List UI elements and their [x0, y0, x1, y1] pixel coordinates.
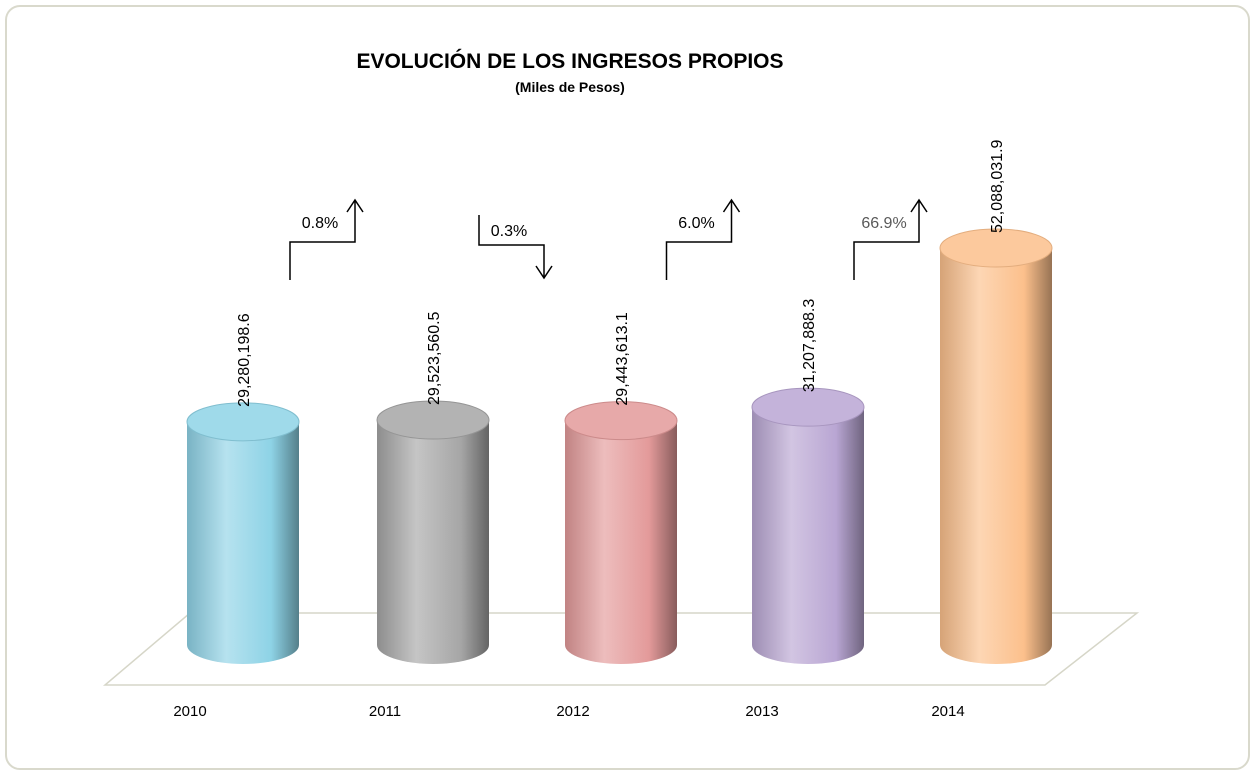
- value-label: 31,207,888.3: [801, 299, 818, 393]
- bar-top: [186, 402, 300, 442]
- change-arrow: [289, 198, 364, 280]
- x-tick-label: 2012: [556, 703, 589, 720]
- value-label: 29,443,613.1: [614, 312, 631, 406]
- bar: [565, 420, 677, 645]
- x-tick-label: 2014: [931, 703, 964, 720]
- value-label: 29,523,560.5: [426, 311, 443, 405]
- x-tick-label: 2013: [745, 703, 778, 720]
- bar: [940, 248, 1052, 645]
- change-label: 0.3%: [491, 223, 527, 240]
- x-tick-label: 2011: [369, 703, 401, 720]
- chart-frame: [5, 5, 1250, 770]
- change-label: 0.8%: [302, 215, 338, 232]
- change-label: 6.0%: [678, 215, 714, 232]
- bar: [187, 421, 299, 645]
- change-label: 66.9%: [861, 215, 906, 232]
- chart-subtitle: (Miles de Pesos): [515, 79, 625, 95]
- bar: [752, 407, 864, 645]
- bar: [377, 419, 489, 645]
- chart-title: EVOLUCIÓN DE LOS INGRESOS PROPIOS: [356, 49, 783, 73]
- bar-top: [564, 401, 678, 441]
- bar-top: [376, 400, 490, 440]
- value-label: 29,280,198.6: [236, 313, 253, 407]
- change-arrow: [478, 215, 553, 280]
- value-label: 52,088,031.9: [989, 139, 1006, 233]
- bar-top: [751, 387, 865, 427]
- x-tick-label: 2010: [173, 703, 206, 720]
- change-arrow: [853, 198, 928, 280]
- bar-top: [939, 228, 1053, 268]
- change-arrow: [665, 198, 741, 280]
